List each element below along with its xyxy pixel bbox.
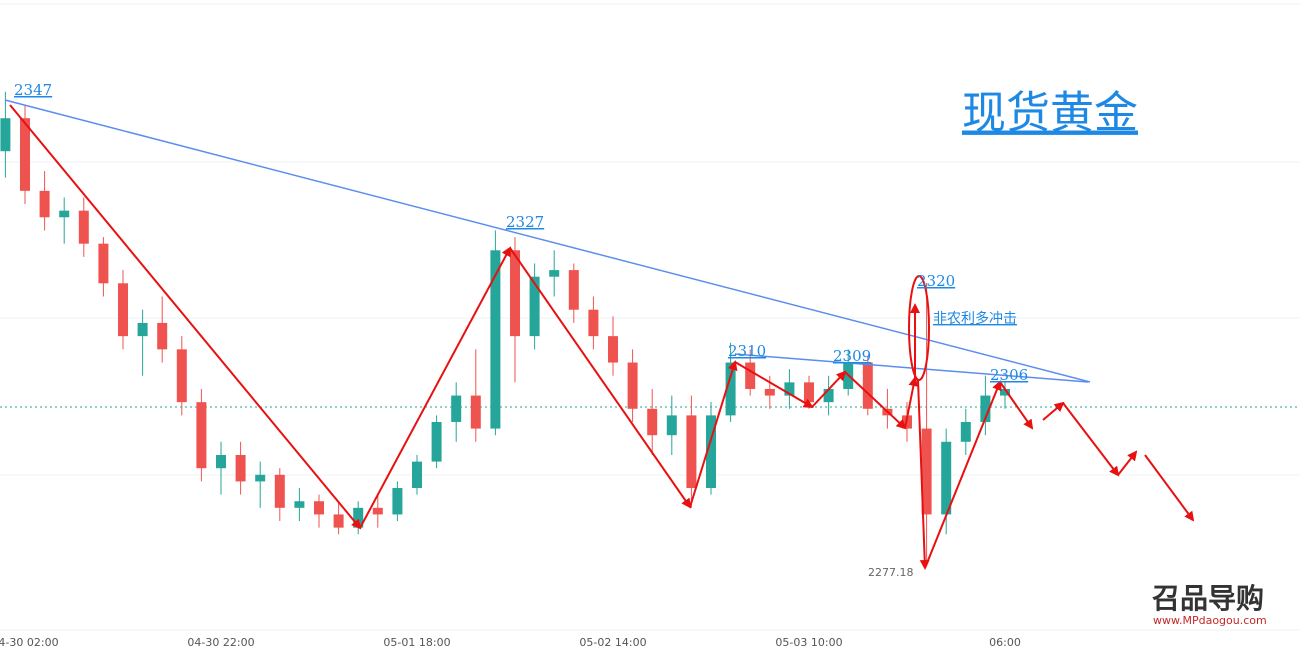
candle-body [294, 501, 305, 508]
price-label: 2320 [917, 272, 955, 290]
candle-body [78, 210, 89, 244]
candle-body [804, 382, 814, 403]
candle-body [176, 349, 187, 403]
candle-body [274, 474, 285, 508]
price-label: 2309 [833, 347, 871, 365]
candle-body [960, 421, 971, 442]
watermark-brand: 召品导购 [1152, 582, 1264, 615]
x-axis: 04-30 02:00 04-30 22:00 05-01 18:00 05-02 1… [0, 636, 1021, 649]
candle-body [529, 276, 540, 337]
candle-body [980, 395, 991, 422]
candle-body [451, 395, 462, 422]
highlight-ellipse [908, 275, 930, 381]
candle-body [725, 362, 736, 416]
candle-body [510, 250, 520, 337]
candle-body [314, 501, 324, 515]
x-tick-label: 05-02 14:00 [579, 636, 646, 649]
candle-body [412, 461, 422, 489]
x-tick-label: 04-30 22:00 [187, 636, 254, 649]
background-grid [0, 3, 1300, 631]
candle-body [706, 415, 716, 489]
candle-body [98, 243, 109, 284]
candle-body [549, 270, 560, 277]
candle-body [608, 336, 618, 363]
candle-body [59, 210, 70, 218]
x-tick-label: 04-30 02:00 [0, 636, 59, 649]
candle-body [216, 455, 226, 469]
forecast-arrows [9, 104, 1195, 570]
candle-body [0, 118, 11, 152]
candle-body [921, 428, 932, 515]
candle-body [470, 395, 481, 429]
candle-body [20, 118, 30, 191]
x-tick-label: 05-01 18:00 [383, 636, 450, 649]
trend-lines [4, 99, 1091, 383]
candle-body [1000, 388, 1010, 396]
candle-body [647, 408, 658, 436]
candles [0, 91, 1010, 567]
candle-body [862, 362, 873, 409]
candle-body [196, 402, 207, 469]
candle-body [137, 322, 148, 337]
annotation: 非农利多冲击 [933, 310, 1017, 327]
price-label: 2310 [728, 342, 766, 360]
candle-body [490, 250, 501, 429]
candle-body [568, 270, 579, 310]
watermark-url: www.MPdaogou.com [1153, 614, 1267, 627]
candle-body [118, 283, 128, 337]
candle-body [353, 507, 364, 528]
candle-body [333, 514, 344, 528]
x-tick-label: 06:00 [989, 636, 1021, 649]
x-tick-label: 05-03 10:00 [775, 636, 842, 649]
candle-body [39, 190, 50, 218]
candle-body [588, 309, 599, 337]
candle-body [372, 507, 383, 515]
candle-body [686, 415, 697, 489]
price-label: 2327 [506, 213, 544, 231]
candle-body [431, 421, 442, 462]
chart-title: 现货黄金 [962, 88, 1138, 139]
candle-body [157, 322, 168, 350]
candle-body [784, 382, 795, 396]
candle-body [666, 415, 677, 436]
candle-body [627, 362, 638, 409]
candle-body [745, 362, 756, 389]
candle-body [255, 474, 266, 482]
price-label: 2306 [990, 366, 1028, 384]
candle-body [392, 488, 403, 515]
candle-body [941, 441, 952, 515]
candle-body [764, 388, 775, 396]
candle-body [235, 455, 246, 482]
low-label: 2277.18 [868, 566, 914, 579]
price-label: 2347 [14, 81, 52, 99]
candle-body [823, 388, 834, 403]
